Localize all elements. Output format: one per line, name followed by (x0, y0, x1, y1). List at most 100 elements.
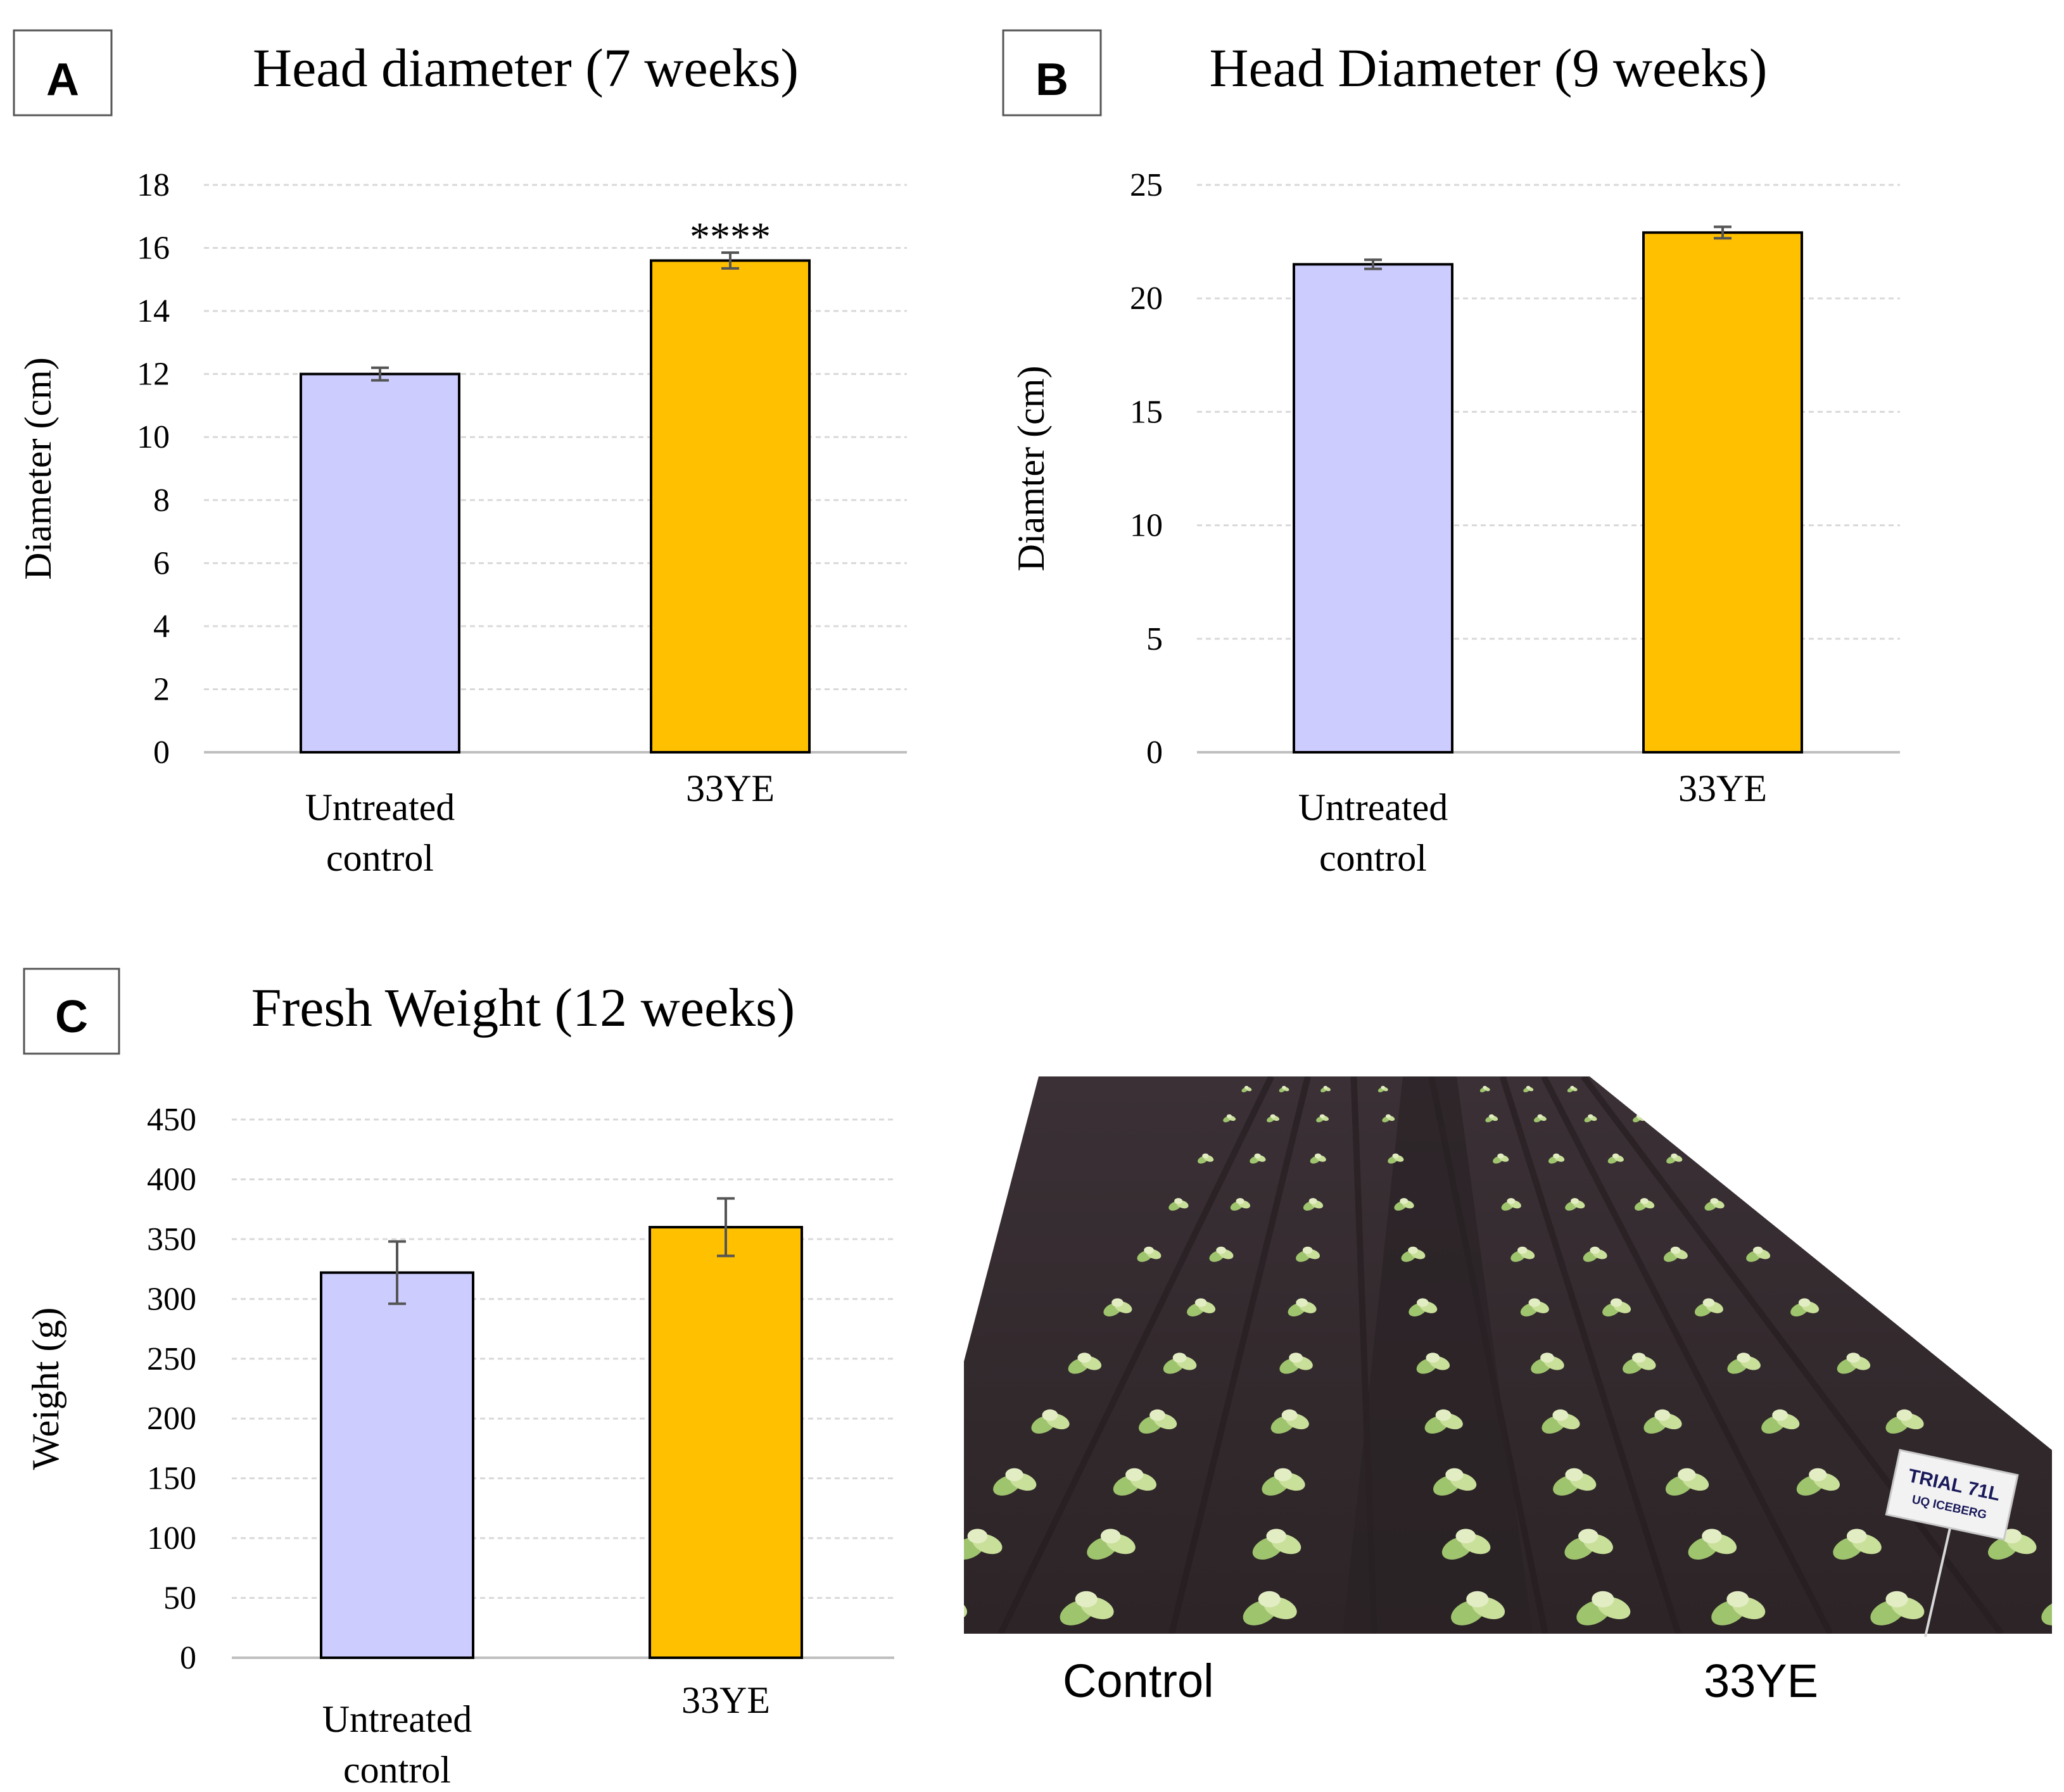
photo-label-33ye: 33YE (1704, 1655, 1819, 1707)
leaf (928, 1591, 951, 1608)
leaf (1885, 1591, 1908, 1608)
y-tick-label: 150 (147, 1461, 196, 1497)
lettuce-seedling (993, 1468, 1037, 1496)
lettuce-seedling (1441, 1529, 1491, 1560)
bar-untreated-control (1293, 263, 1453, 754)
y-tick-label: 10 (137, 419, 170, 455)
lettuce-seedling (1501, 1198, 1521, 1211)
lettuce-seedling (1584, 1114, 1597, 1123)
photo-label-control: Control (1063, 1655, 1214, 1707)
panel-a-letter-box: A (13, 29, 113, 117)
leaf (1111, 1298, 1124, 1307)
leaf (1488, 1114, 1495, 1118)
lettuce-seedling (2041, 1600, 2052, 1625)
y-axis-label: Diameter (cm) (17, 357, 59, 579)
lettuce-seedling (1267, 1114, 1279, 1123)
leaf (2001, 1529, 2022, 1544)
y-tick-label: 6 (153, 545, 170, 581)
y-tick-label: 200 (147, 1401, 196, 1437)
lettuce-seedling (1296, 1246, 1320, 1262)
lettuce-seedling (1531, 1353, 1564, 1374)
y-tick-label: 18 (137, 167, 170, 203)
lettuce-seedling (1382, 1114, 1395, 1123)
category-label: Untreated (1298, 786, 1448, 828)
lettuce-seedling (1424, 1409, 1463, 1434)
leaf (1226, 1114, 1232, 1118)
leaf (1202, 1153, 1209, 1159)
lettuce-seedling (1520, 1298, 1549, 1316)
lettuce-seedling (1279, 1353, 1313, 1374)
lettuce-seedling (1870, 1591, 1925, 1625)
y-tick-label: 8 (153, 483, 170, 519)
furrow (1541, 1076, 1833, 1634)
panel-b-letter: B (1035, 54, 1068, 105)
category-label: 33YE (1678, 767, 1767, 809)
y-axis-label: Diamter (cm) (1010, 366, 1052, 572)
lettuce-seedling (1564, 1529, 1613, 1560)
leaf (1281, 1409, 1298, 1421)
leaf (1671, 1153, 1678, 1159)
y-tick-label: 16 (137, 230, 170, 267)
leaf (1896, 1409, 1913, 1421)
lettuce-seedling (1576, 1591, 1631, 1625)
lettuce-seedling (1493, 1153, 1509, 1164)
leaf (1846, 1529, 1867, 1544)
lettuce-seedling (1031, 1409, 1070, 1434)
leaf (1809, 1468, 1827, 1482)
leaf (1426, 1353, 1440, 1363)
lettuce-seedling (1987, 1529, 2037, 1560)
lettuce-seedling (1137, 1246, 1162, 1262)
lettuce-seedling (1388, 1153, 1404, 1164)
leaf (1592, 1591, 1614, 1608)
lettuce-seedling (928, 1591, 967, 1620)
leaf (1236, 1198, 1244, 1204)
bar-untreated-control (300, 372, 460, 754)
lettuce-seedling (1602, 1298, 1631, 1316)
leaf (1528, 1298, 1541, 1307)
leaf (1553, 1153, 1560, 1159)
category-label: control (326, 837, 434, 879)
chart-head-diameter-7-weeks: Head diameter (7 weeks) 0 2 4 6 8 10 12 14 16 18 Di… (17, 37, 907, 879)
lettuce-seedling (1377, 1085, 1388, 1093)
y-tick-label: 25 (1130, 167, 1163, 203)
panel-b-letter-box: B (1002, 29, 1102, 117)
y-tick-label: 0 (180, 1640, 196, 1676)
leaf (1149, 1409, 1165, 1421)
y-tick-label: 0 (1146, 735, 1163, 771)
leaf (1381, 1085, 1385, 1089)
lettuce-seedling (1250, 1153, 1266, 1164)
y-tick-label: 15 (1130, 394, 1163, 430)
lettuce-seedling (1262, 1468, 1305, 1496)
leaf (1455, 1529, 1476, 1544)
leaf (1323, 1085, 1328, 1089)
lettuce-seedling (1241, 1085, 1252, 1093)
lettuce-seedling (1401, 1246, 1426, 1262)
lettuce-seedling (1223, 1114, 1236, 1123)
leaf (1289, 1353, 1303, 1363)
leaf (1565, 1468, 1583, 1482)
leaf (1417, 1298, 1429, 1307)
lettuce-seedling (964, 1529, 1003, 1560)
lettuce-seedling (1643, 1409, 1682, 1434)
y-tick-label: 5 (1146, 621, 1163, 657)
lettuce-seedling (1796, 1468, 1840, 1496)
leaf (1571, 1198, 1579, 1204)
leaf (1570, 1085, 1574, 1089)
furrow (1168, 1076, 1311, 1634)
trial-sign: TRIAL 71L UQ ICEBERG (1885, 1449, 2019, 1637)
leaf (1737, 1353, 1751, 1363)
leaf (1258, 1591, 1281, 1608)
leaf (2041, 1600, 2052, 1625)
furrow (1581, 1076, 2004, 1634)
leaf (1100, 1529, 1121, 1544)
significance-annotation: **** (690, 214, 771, 259)
leaf (1308, 1198, 1317, 1204)
leaf (1640, 1198, 1649, 1204)
soil-bed (964, 1076, 2052, 1634)
lettuce-seedling (1790, 1298, 1820, 1316)
leaf (1296, 1298, 1308, 1307)
y-tick-label: 20 (1130, 281, 1163, 317)
y-tick-label: 2 (153, 671, 170, 707)
y-tick-label: 300 (147, 1281, 196, 1317)
y-tick-label: 50 (163, 1581, 196, 1617)
